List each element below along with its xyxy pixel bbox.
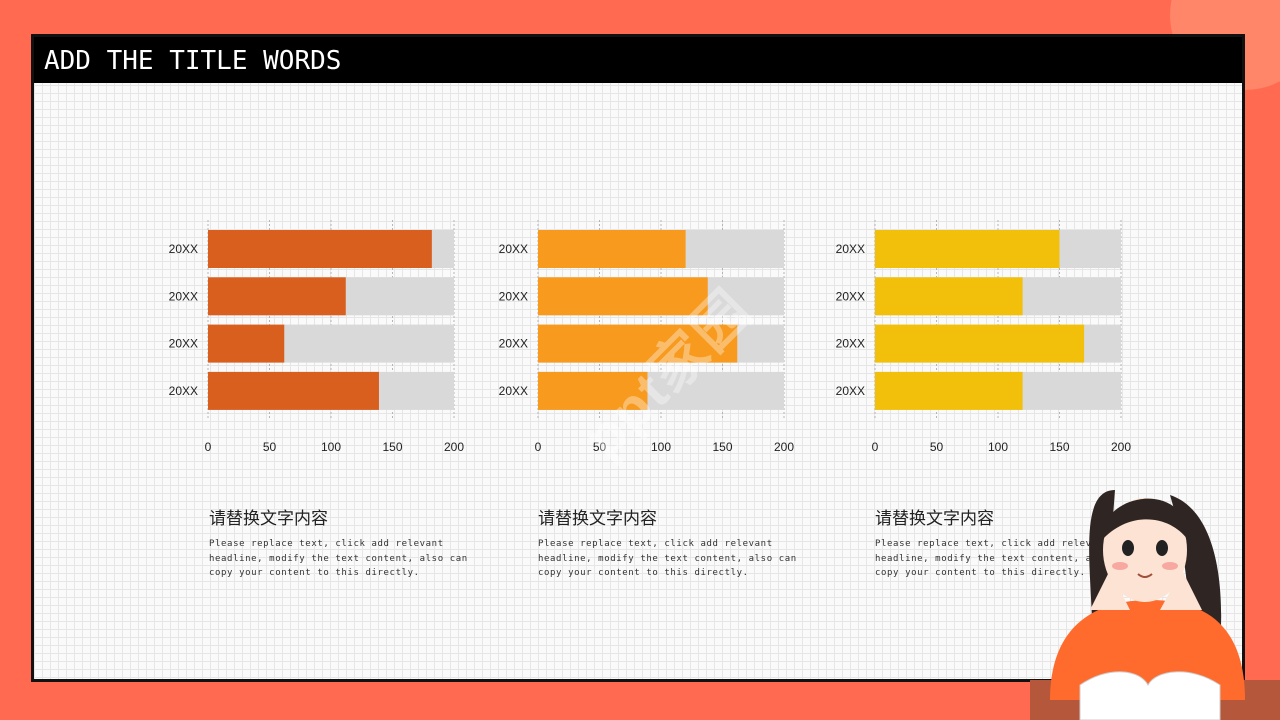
chart-3-tick-label: 50 [930, 440, 944, 454]
chart-3-category-label: 20XX [836, 384, 865, 398]
caption-3-title: 请替换文字内容 [875, 509, 994, 529]
chart-3-tick-label: 150 [1049, 440, 1069, 454]
chart-3-tick-label: 0 [872, 440, 879, 454]
smile [1137, 573, 1153, 578]
chart-3-tick-label: 100 [988, 440, 1008, 454]
chart-1-bar [208, 230, 432, 268]
chart-1-category-label: 20XX [169, 242, 198, 256]
chart-1-bar [208, 371, 379, 410]
chart-1-tick-label: 0 [205, 440, 212, 454]
caption-1-line-3: copy your content to this directly. [209, 568, 420, 578]
chart-1-tick-label: 50 [263, 440, 277, 454]
chart-2-tick-label: 150 [712, 440, 732, 454]
chart-2-tick-label: 100 [651, 440, 671, 454]
caption-1-body: Please replace text, click add relevant … [209, 537, 469, 581]
caption-3-line-2: headline, modify the text content, also … [875, 553, 1134, 564]
caption-1-title: 请替换文字内容 [209, 509, 328, 529]
chart-3-bar [875, 371, 1023, 410]
chart-2-category-label: 20XX [499, 289, 528, 303]
chart-2-bar [538, 230, 686, 268]
chart-2-tick-label: 200 [774, 440, 794, 454]
caption-1: 请替换文字内容 Please replace text, click add r… [209, 504, 469, 581]
slide-title: ADD THE TITLE WORDS [44, 46, 342, 76]
caption-2: 请替换文字内容 Please replace text, click add r… [538, 504, 798, 581]
caption-3-body: Please replace text, click add relevant … [875, 537, 1135, 581]
left-blush [1112, 562, 1128, 570]
caption-3-line-3: copy your content to this directly. [875, 568, 1086, 578]
chart-2-bar [538, 324, 738, 363]
right-hand [1160, 570, 1202, 610]
caption-2-line-2: headline, modify the text content, also … [538, 553, 797, 564]
chart-3-tick-label: 200 [1111, 440, 1131, 454]
right-blush [1162, 562, 1178, 570]
chart-3-bar [875, 230, 1060, 268]
chart-2-tick-label: 0 [535, 440, 542, 454]
chart-3-category-label: 20XX [836, 242, 865, 256]
hair-top [1101, 498, 1189, 540]
right-eye [1156, 540, 1168, 556]
caption-1-line-2: headline, modify the text content, also … [209, 553, 468, 564]
open-book [1079, 671, 1221, 720]
chart-1-tick-label: 150 [382, 440, 402, 454]
chart-2-category-label: 20XX [499, 242, 528, 256]
caption-2-title: 请替换文字内容 [538, 509, 657, 529]
chart-1-category-label: 20XX [169, 289, 198, 303]
chart-1-bar [208, 324, 285, 363]
chart-2-category-label: 20XX [499, 337, 528, 351]
chart-2-category-label: 20XX [499, 384, 528, 398]
caption-3: 请替换文字内容 Please replace text, click add r… [875, 504, 1135, 581]
chart-3-bar [875, 277, 1023, 316]
chart-2-bar [538, 371, 648, 410]
chart-2-tick-label: 50 [593, 440, 607, 454]
caption-1-line-1: Please replace text, click add relevant [209, 539, 444, 549]
left-hand [1090, 570, 1130, 610]
chart-1-bar [208, 277, 346, 316]
chart-1-category-label: 20XX [169, 384, 198, 398]
caption-3-line-1: Please replace text, click add relevant [875, 539, 1110, 549]
caption-2-line-1: Please replace text, click add relevant [538, 539, 773, 549]
chart-1-category-label: 20XX [169, 337, 198, 351]
caption-2-body: Please replace text, click add relevant … [538, 537, 798, 581]
left-eye [1122, 540, 1134, 556]
chart-1-tick-label: 200 [444, 440, 464, 454]
chart-2-bar [538, 277, 708, 316]
chart-1-tick-label: 100 [321, 440, 341, 454]
title-bar: ADD THE TITLE WORDS [34, 37, 1242, 83]
chart-3-category-label: 20XX [836, 337, 865, 351]
girl-reading-illustration [1030, 490, 1280, 720]
caption-2-line-3: copy your content to this directly. [538, 568, 749, 578]
chart-3-category-label: 20XX [836, 289, 865, 303]
chart-3-bar [875, 324, 1085, 363]
